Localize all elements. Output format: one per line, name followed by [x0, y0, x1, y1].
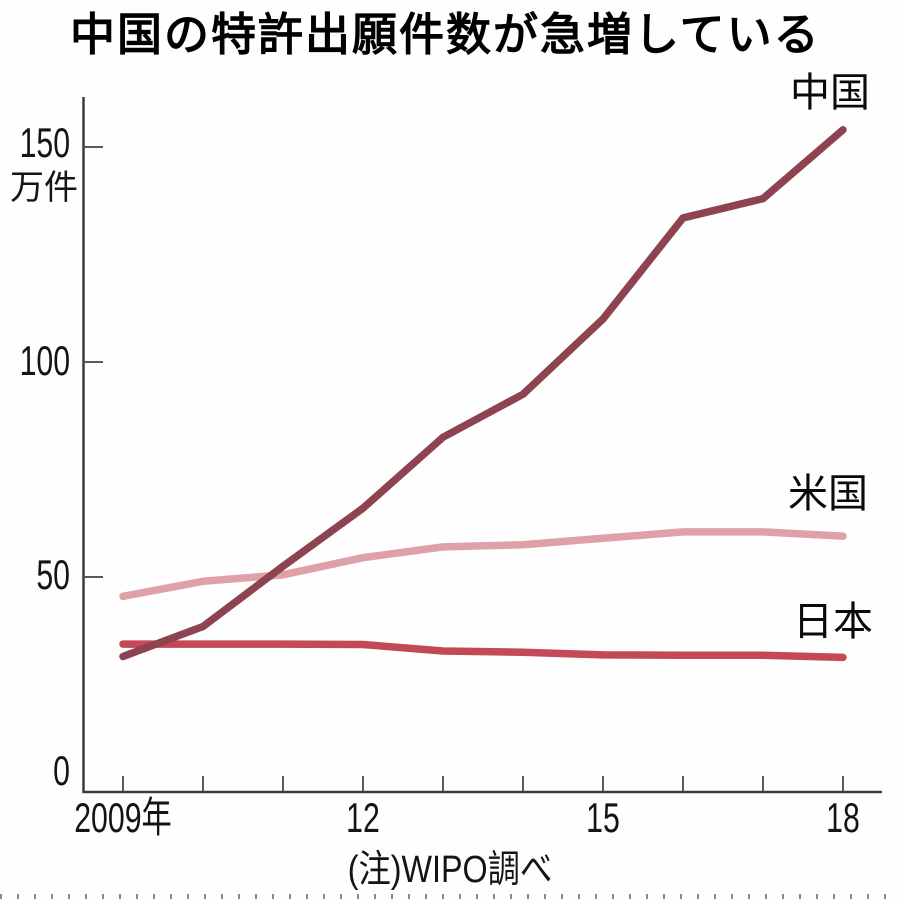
y-axis-unit-label: 万件: [10, 169, 78, 207]
y-tick-label-150: 150: [19, 119, 71, 166]
y-tick-label-100: 100: [19, 337, 71, 384]
dotted-bottom-border: [0, 894, 900, 899]
y-tick-label-50: 50: [36, 551, 70, 598]
chart-title: 中国の特許出願件数が急増している: [70, 9, 821, 60]
x-tick-label-18: 18: [826, 794, 860, 841]
series-label-china: 中国: [790, 71, 870, 115]
series-label-us: 米国: [788, 472, 868, 516]
source-note: (注)WIPO調べ: [347, 849, 553, 891]
x-tick-label-2009: 2009年: [74, 794, 172, 841]
series-label-japan: 日本: [793, 600, 873, 644]
series-line-japan: [119, 640, 847, 662]
series-line-china: [119, 126, 847, 661]
axis-ticks: [84, 146, 844, 791]
x-tick-label-12: 12: [346, 794, 380, 841]
y-tick-label-0: 0: [53, 747, 70, 794]
series-lines: [119, 126, 847, 662]
x-tick-label-15: 15: [586, 794, 620, 841]
series-line-us: [119, 528, 847, 601]
